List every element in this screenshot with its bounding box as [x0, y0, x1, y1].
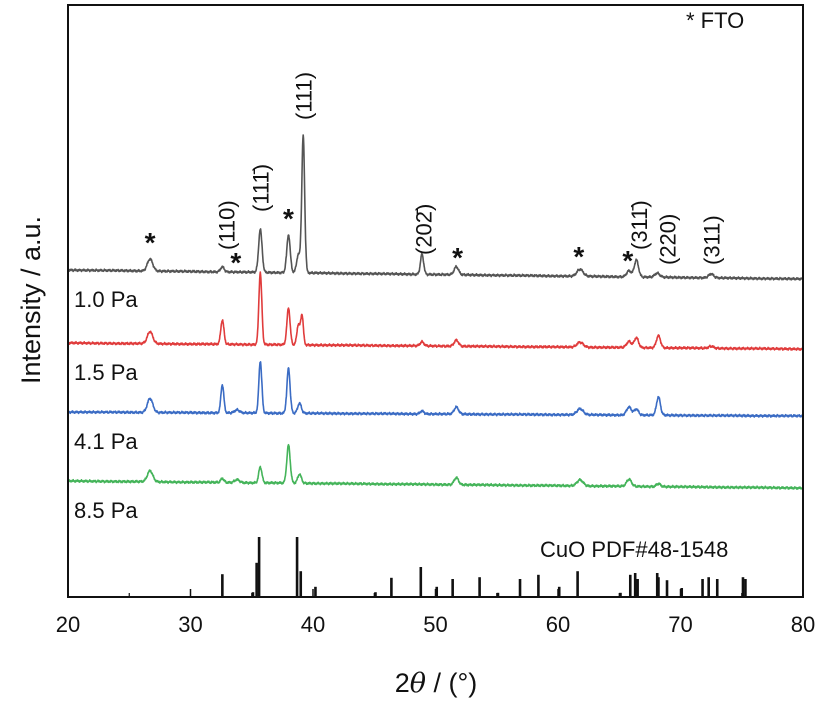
x-axis-title: 2θ / (°) [395, 668, 478, 699]
x-axis-ticks: 20 30 40 50 60 70 80 [56, 589, 815, 637]
hkl-label: (220) [655, 214, 680, 265]
series-label: 8.5 Pa [74, 498, 138, 523]
reference-label: CuO PDF#48-1548 [540, 537, 728, 562]
annotations: (110) (111̄) (111) (202̄) (311̄) (220) (311) * *… [145, 72, 725, 278]
fto-marker: * [230, 247, 241, 278]
x-tick-label: 30 [178, 612, 202, 637]
series-line-8-5-pa [67, 443, 804, 490]
x-tick-label: 50 [423, 612, 447, 637]
series-line-1-5-pa [67, 271, 804, 351]
hkl-label: (111) [291, 72, 316, 120]
fto-marker: * [573, 241, 584, 272]
x-tick-label: 20 [56, 612, 80, 637]
fto-marker: * [622, 245, 633, 276]
series-labels: 1.0 Pa 1.5 Pa 4.1 Pa 8.5 Pa [74, 287, 138, 523]
hkl-label: (202̄) [411, 204, 436, 255]
legend-fto: * FTO [686, 8, 744, 33]
fto-marker: * [145, 227, 156, 258]
x-tick-label: 70 [668, 612, 692, 637]
traces [67, 134, 804, 490]
reference-lines [221, 537, 747, 597]
series-line-1-0-pa [67, 134, 804, 281]
fto-marker: * [452, 242, 463, 273]
series-label: 1.5 Pa [74, 360, 138, 385]
series-label: 1.0 Pa [74, 287, 138, 312]
x-tick-label: 40 [301, 612, 325, 637]
x-tick-label: 60 [546, 612, 570, 637]
series-label: 4.1 Pa [74, 429, 138, 454]
x-tick-label: 80 [791, 612, 815, 637]
plot-frame [67, 4, 804, 598]
hkl-label: (311) [699, 215, 724, 265]
fto-marker: * [283, 203, 294, 234]
hkl-label: (311̄) [627, 200, 652, 250]
hkl-label: (111̄) [249, 164, 274, 212]
hkl-label: (110) [214, 200, 239, 250]
series-line-4-1-pa [67, 361, 804, 418]
y-axis-title: Intensity / a.u. [16, 216, 46, 384]
